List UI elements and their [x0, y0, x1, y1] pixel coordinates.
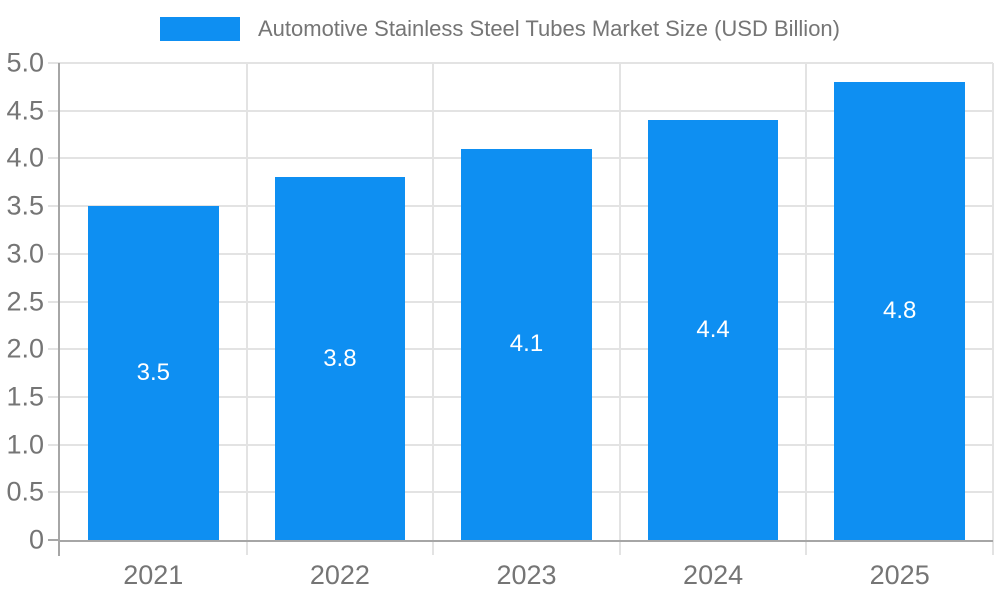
y-tick [48, 205, 60, 208]
y-tick-label: 0.5 [6, 476, 44, 507]
x-tick [432, 540, 435, 555]
bar: 4.4 [647, 120, 779, 540]
bar: 4.1 [461, 148, 592, 540]
gridline-v [432, 63, 435, 540]
x-tick-label: 2024 [683, 560, 744, 590]
legend-swatch [159, 17, 240, 41]
bar-value-label: 4.8 [882, 297, 917, 325]
y-tick-label: 2.0 [6, 333, 44, 364]
y-tick [48, 109, 60, 112]
axis-bottom [58, 540, 993, 542]
bar: 3.8 [274, 177, 406, 540]
bar-value-label: 3.8 [323, 344, 357, 372]
bar-value-label: 4.1 [509, 330, 544, 358]
gridline-h [60, 109, 993, 112]
x-tick-label: 2025 [869, 560, 930, 590]
gridline-v [992, 63, 994, 540]
x-tick [618, 540, 621, 555]
y-tick [48, 300, 60, 303]
gridline-v [245, 63, 248, 540]
y-tick-label: 1.5 [6, 381, 44, 412]
bar-value-label: 4.4 [696, 316, 730, 344]
legend-label: Automotive Stainless Steel Tubes Market … [257, 16, 840, 41]
bar-value-label: 3.5 [136, 359, 170, 387]
y-tick [48, 443, 60, 446]
y-tick [48, 539, 60, 541]
x-tick-label: 2022 [309, 560, 370, 590]
x-tick-label: 2023 [496, 560, 557, 590]
gridline-h [60, 62, 993, 64]
legend: Automotive Stainless Steel Tubes Market … [0, 16, 1000, 42]
y-tick-label: 5.0 [6, 47, 44, 78]
y-tick-label: 4.0 [6, 142, 44, 173]
y-tick-label: 4.5 [6, 95, 44, 126]
y-tick [48, 252, 60, 255]
y-tick-label: 3.5 [6, 190, 44, 221]
y-tick-label: 2.5 [6, 286, 44, 316]
y-tick [48, 157, 60, 160]
bar: 3.5 [87, 206, 219, 540]
gridline-v [805, 63, 808, 540]
x-tick-label: 2021 [123, 560, 184, 590]
y-tick-label: 0 [28, 524, 44, 555]
x-tick [992, 540, 994, 555]
plot-area: 0 0.5 1.0 1.5 2.0 2.5 3.0 3.5 4.0 4.5 5.0 2021 2022 2… [6, 48, 994, 590]
gridline-v [618, 63, 621, 540]
y-tick [48, 491, 60, 494]
y-tick-label: 1.0 [6, 429, 44, 460]
y-tick [48, 348, 60, 351]
y-tick [48, 62, 60, 64]
x-tick [805, 540, 808, 555]
y-tick [48, 395, 60, 398]
axis-left [58, 63, 60, 556]
y-tick-label: 3.0 [6, 238, 44, 269]
x-tick [245, 540, 248, 555]
bar: 4.8 [834, 82, 965, 540]
